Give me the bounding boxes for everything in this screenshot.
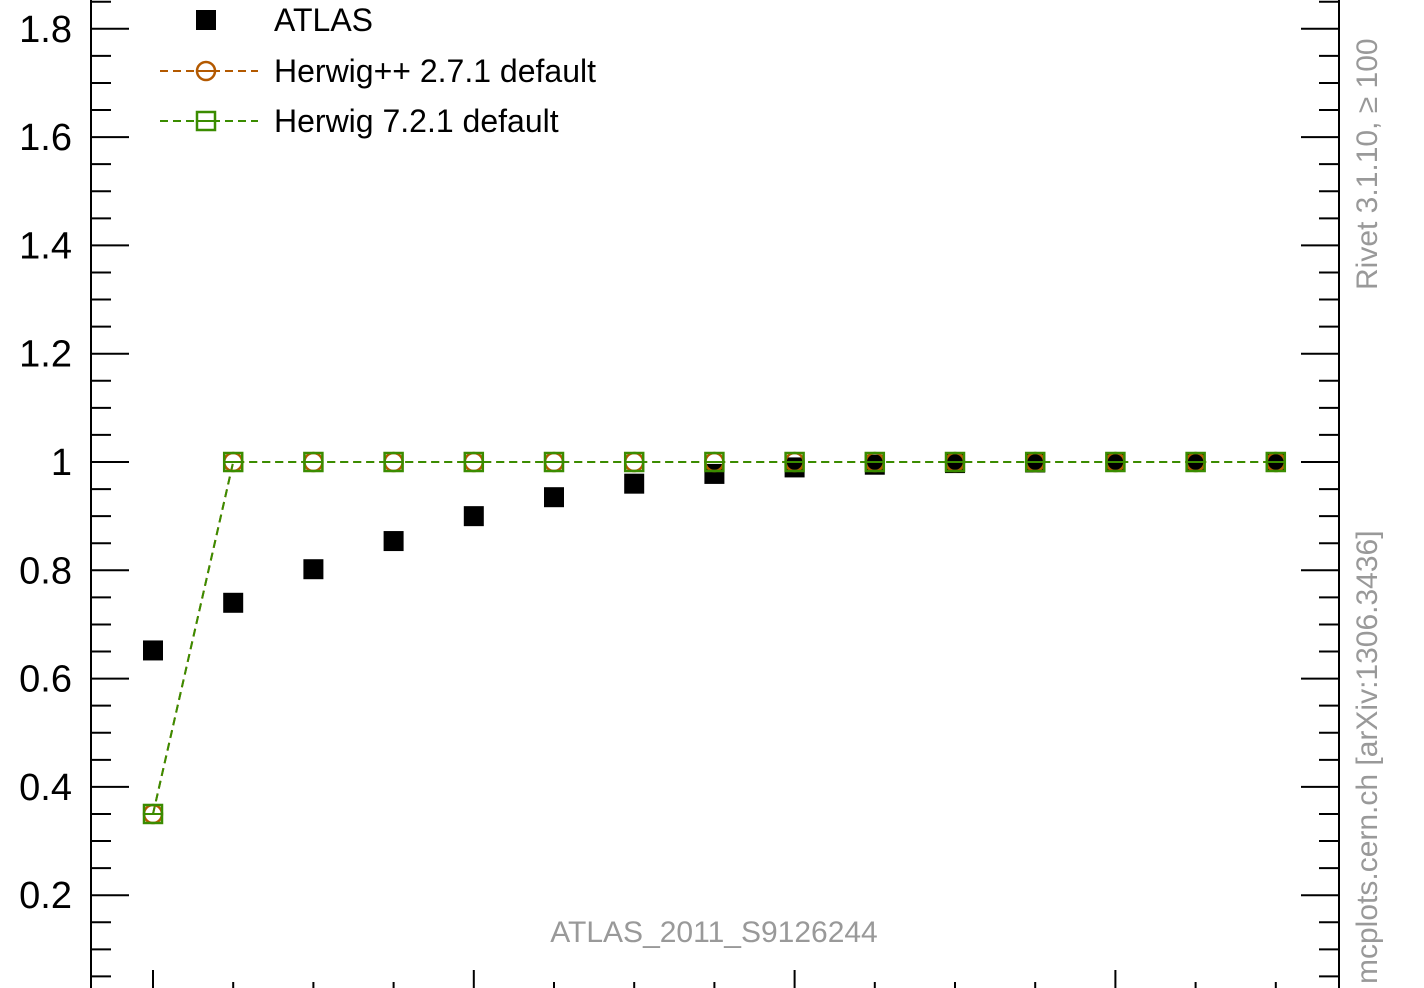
y-tick-label: 1.2 <box>19 334 72 376</box>
y-tick-label: 0.8 <box>19 550 72 592</box>
atlas-data-point <box>223 592 244 613</box>
y-axis-ticks <box>91 0 1339 978</box>
x-axis-ticks <box>152 970 1277 988</box>
atlas-data-point <box>624 473 645 494</box>
mcplots-source-label: mcplots.cern.ch [arXiv:1306.3436] <box>1351 530 1384 984</box>
plot-frame <box>90 0 1340 988</box>
atlas-data-point <box>383 531 404 552</box>
series-markers <box>142 451 1287 825</box>
atlas-data-point <box>463 506 484 527</box>
y-tick-label: 1.8 <box>19 9 72 51</box>
y-axis-tick-labels: 0.2 0.4 0.6 0.8 1 1.2 1.4 1.6 1.8 <box>19 9 72 917</box>
legend-label: Herwig 7.2.1 default <box>274 103 559 139</box>
atlas-data-point <box>303 559 324 580</box>
rivet-version-label: Rivet 3.1.10, ≥ 100 <box>1351 38 1384 290</box>
y-tick-label: 0.6 <box>19 659 72 701</box>
legend: ATLAS Herwig++ 2.7.1 default Herwig 7.2.1 … <box>160 2 596 139</box>
legend-label: ATLAS <box>274 2 373 38</box>
y-tick-label: 0.4 <box>19 767 72 809</box>
y-tick-label: 1.4 <box>19 225 72 267</box>
series-line-2 <box>152 461 1276 815</box>
series-line-1 <box>152 461 1276 815</box>
atlas-data-point <box>143 640 163 661</box>
atlas-data-point <box>544 487 564 508</box>
series-lines <box>152 461 1276 815</box>
y-tick-label: 1.6 <box>19 117 72 159</box>
legend-label: Herwig++ 2.7.1 default <box>274 53 596 89</box>
analysis-id-label: ATLAS_2011_S9126244 <box>550 916 878 949</box>
y-tick-label: 0.2 <box>19 875 72 917</box>
legend-marker-atlas <box>196 10 216 30</box>
y-tick-label: 1 <box>51 442 72 484</box>
